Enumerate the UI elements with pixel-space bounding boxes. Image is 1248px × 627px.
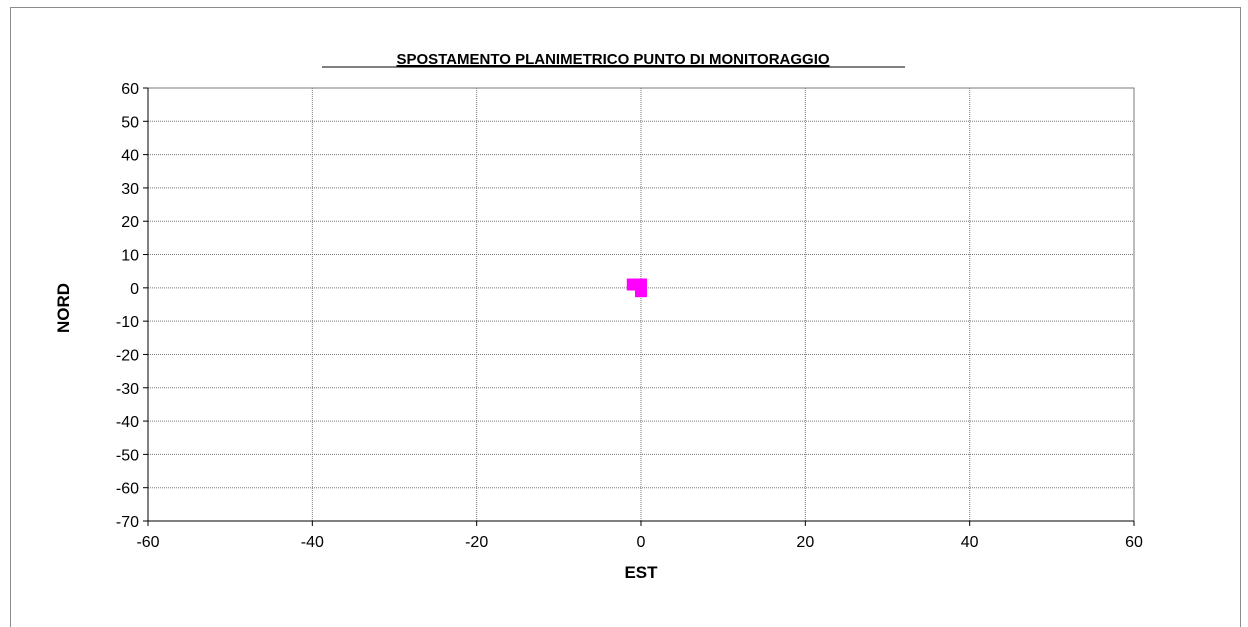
y-tick-label: 60	[121, 81, 139, 98]
x-tick-label: 20	[796, 534, 814, 551]
y-tick-label: -50	[116, 447, 139, 464]
chart-title: SPOSTAMENTO PLANIMETRICO PUNTO DI MONITO…	[396, 51, 829, 68]
y-axis-title: NORD	[54, 283, 73, 333]
y-tick-label: 20	[121, 214, 139, 231]
y-tick-label: -70	[116, 514, 139, 531]
x-tick-label: 40	[961, 534, 979, 551]
ticks-layer: 60 50 40 30 20 10 0 -10 -20 -30 -40 -50 -60 -70 -60 -40…	[116, 81, 1143, 551]
x-tick-label: -60	[136, 534, 159, 551]
points-layer	[626, 278, 647, 298]
y-tick-label: 30	[121, 181, 139, 198]
y-tick-label: 0	[130, 281, 139, 298]
y-tick-label: -40	[116, 414, 139, 431]
y-tick-label: -30	[116, 381, 139, 398]
x-tick-label: 60	[1125, 534, 1143, 551]
x-tick-label: 0	[637, 534, 646, 551]
chart-frame: SPOSTAMENTO PLANIMETRICO PUNTO DI MONITO…	[10, 7, 1241, 627]
grid-layer	[148, 87, 1134, 522]
y-tick-label: 50	[121, 114, 139, 131]
x-tick-label: -20	[465, 534, 488, 551]
y-tick-label: 40	[121, 148, 139, 165]
chart-svg: SPOSTAMENTO PLANIMETRICO PUNTO DI MONITO…	[54, 51, 1143, 582]
y-tick-label: -10	[116, 314, 139, 331]
x-tick-label: -40	[301, 534, 324, 551]
data-point-marker	[635, 285, 647, 298]
y-tick-label: 10	[121, 248, 139, 265]
y-tick-label: -60	[116, 481, 139, 498]
y-tick-label: -20	[116, 347, 139, 364]
x-axis-title: EST	[624, 563, 658, 582]
